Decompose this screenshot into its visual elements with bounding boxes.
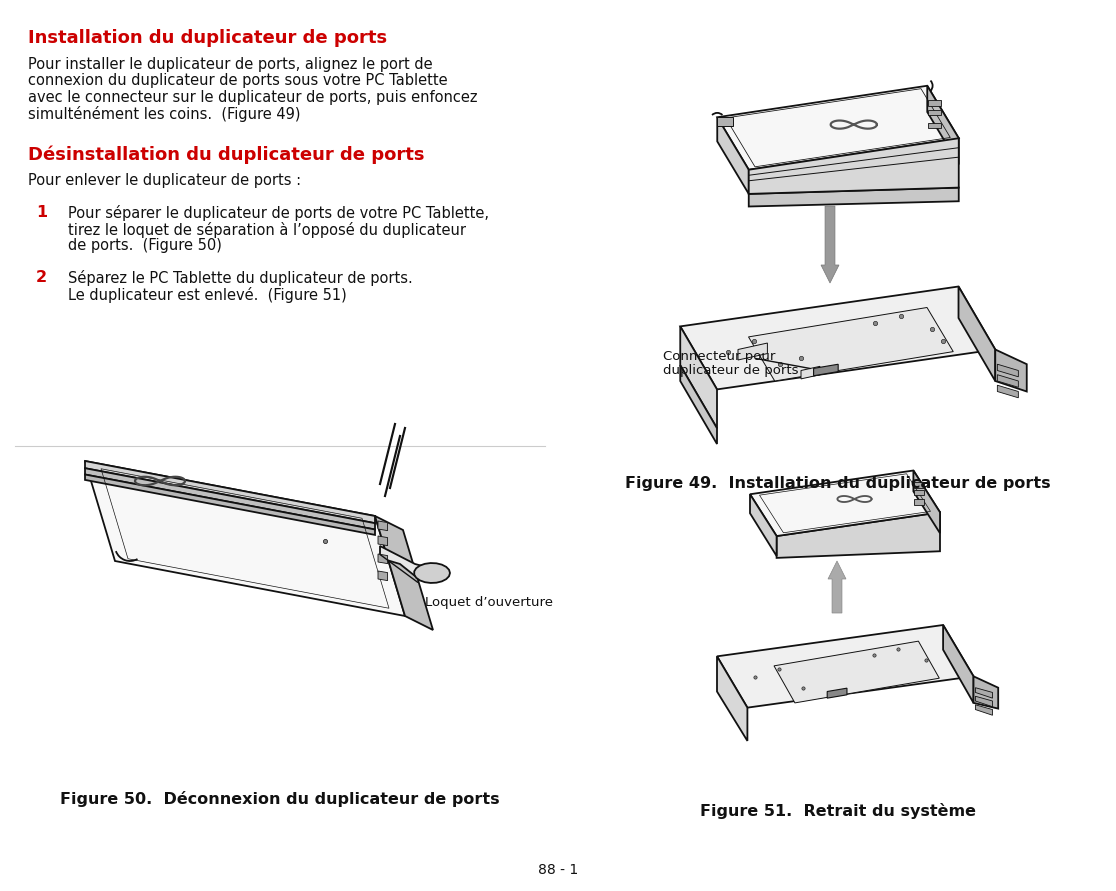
Text: Connecteur pour: Connecteur pour	[663, 350, 776, 363]
Polygon shape	[777, 512, 940, 558]
Text: Figure 50.  Déconnexion du duplicateur de ports: Figure 50. Déconnexion du duplicateur de…	[60, 791, 500, 807]
Polygon shape	[378, 521, 387, 531]
Polygon shape	[750, 495, 777, 556]
Polygon shape	[375, 516, 433, 630]
Polygon shape	[681, 287, 995, 389]
Polygon shape	[749, 307, 953, 381]
Text: 88 - 1: 88 - 1	[538, 863, 578, 877]
Polygon shape	[718, 118, 733, 126]
Text: Figure 51.  Retrait du système: Figure 51. Retrait du système	[700, 803, 976, 819]
Text: avec le connecteur sur le duplicateur de ports, puis enfoncez: avec le connecteur sur le duplicateur de…	[28, 90, 478, 105]
Polygon shape	[716, 657, 748, 741]
Text: Désinstallation du duplicateur de ports: Désinstallation du duplicateur de ports	[28, 145, 424, 164]
Polygon shape	[914, 489, 924, 495]
Polygon shape	[718, 118, 749, 194]
Polygon shape	[975, 696, 992, 707]
Polygon shape	[975, 705, 992, 715]
Polygon shape	[378, 554, 387, 564]
Polygon shape	[913, 470, 940, 533]
Polygon shape	[821, 206, 839, 283]
Polygon shape	[749, 188, 959, 207]
Polygon shape	[914, 482, 924, 487]
Polygon shape	[378, 571, 387, 581]
Polygon shape	[749, 138, 959, 194]
Polygon shape	[943, 625, 973, 703]
Polygon shape	[716, 625, 973, 707]
Polygon shape	[775, 642, 940, 703]
Polygon shape	[827, 688, 847, 699]
Text: Figure 49.  Installation du duplicateur de ports: Figure 49. Installation du duplicateur d…	[625, 476, 1051, 491]
Polygon shape	[998, 385, 1018, 397]
Polygon shape	[998, 375, 1018, 388]
Polygon shape	[801, 366, 820, 379]
Polygon shape	[929, 101, 941, 106]
Text: duplicateur de ports: duplicateur de ports	[663, 364, 799, 377]
Text: Le duplicateur est enlevé.  (Figure 51): Le duplicateur est enlevé. (Figure 51)	[68, 287, 347, 303]
Polygon shape	[85, 468, 375, 529]
Polygon shape	[995, 349, 1027, 391]
Polygon shape	[681, 326, 716, 429]
Polygon shape	[914, 499, 924, 504]
Polygon shape	[814, 364, 838, 376]
Polygon shape	[973, 676, 998, 708]
Polygon shape	[828, 561, 846, 613]
Polygon shape	[929, 110, 941, 115]
Polygon shape	[750, 470, 940, 536]
Text: simulténément les coins.  (Figure 49): simulténément les coins. (Figure 49)	[28, 107, 300, 122]
Polygon shape	[381, 546, 432, 578]
Text: connexion du duplicateur de ports sous votre PC Tablette: connexion du duplicateur de ports sous v…	[28, 73, 448, 88]
Text: Séparez le PC Tablette du duplicateur de ports.: Séparez le PC Tablette du duplicateur de…	[68, 271, 413, 287]
Polygon shape	[975, 688, 992, 699]
Text: Pour séparer le duplicateur de ports de votre PC Tablette,: Pour séparer le duplicateur de ports de …	[68, 205, 489, 221]
Polygon shape	[718, 86, 959, 170]
Text: 1: 1	[36, 205, 47, 220]
Text: Loquet d’ouverture: Loquet d’ouverture	[425, 596, 554, 609]
Polygon shape	[414, 563, 450, 583]
Text: 2: 2	[36, 271, 47, 285]
Polygon shape	[998, 364, 1018, 377]
Polygon shape	[929, 122, 941, 127]
Text: Pour enlever le duplicateur de ports :: Pour enlever le duplicateur de ports :	[28, 173, 301, 188]
Polygon shape	[681, 365, 716, 444]
Polygon shape	[927, 86, 959, 165]
Text: Installation du duplicateur de ports: Installation du duplicateur de ports	[28, 29, 387, 47]
Polygon shape	[85, 461, 405, 616]
Polygon shape	[378, 536, 387, 545]
Polygon shape	[85, 461, 375, 523]
Text: de ports.  (Figure 50): de ports. (Figure 50)	[68, 238, 222, 253]
Text: Pour installer le duplicateur de ports, alignez le port de: Pour installer le duplicateur de ports, …	[28, 57, 433, 72]
Polygon shape	[85, 475, 375, 535]
Polygon shape	[959, 287, 995, 381]
Text: tirez le loquet de séparation à l’opposé du duplicateur: tirez le loquet de séparation à l’opposé…	[68, 222, 466, 238]
Polygon shape	[738, 343, 768, 360]
